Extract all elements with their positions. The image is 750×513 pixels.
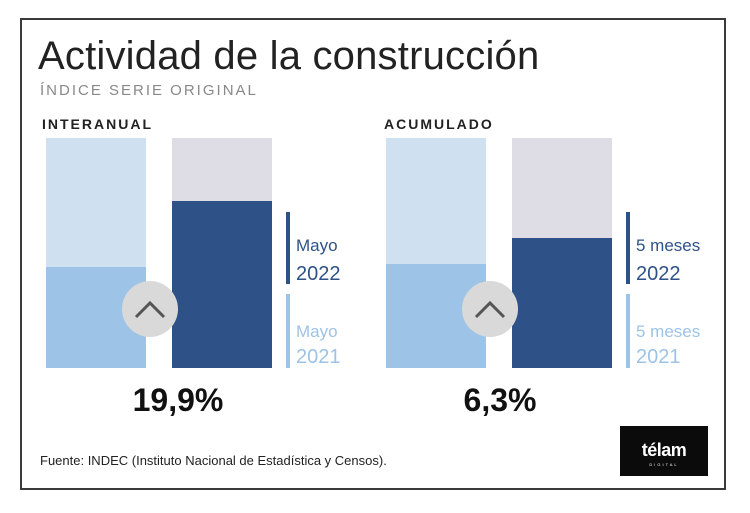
acumulado-legend-bar-0 [626,212,630,284]
acumulado-bar-1 [512,238,612,368]
interanual-chevron-circle [122,281,178,337]
logo-text: télam [641,440,687,460]
acumulado-legend-year-1: 2021 [636,346,681,368]
acumulado-legend-month-0: 5 meses [636,236,701,255]
interanual-legend-month-1: Mayo [296,322,338,341]
page-subtitle: ÍNDICE SERIE ORIGINAL [40,82,258,99]
interanual-legend-year-1: 2021 [296,346,341,368]
interanual-legend-bar-1 [286,294,290,368]
acumulado-change-value: 6,3% [463,382,537,418]
acumulado-label: ACUMULADO [384,116,494,132]
source-note: Fuente: INDEC (Instituto Nacional de Est… [40,453,387,468]
telam-logo: télam DIGITAL [620,426,708,476]
logo-subtext: DIGITAL [649,462,679,467]
infographic-card: Actividad de la construcción ÍNDICE SERI… [20,18,726,490]
chevron-up-icon [134,300,166,319]
interanual-legend-year-0: 2022 [296,263,341,285]
acumulado-legend-year-0: 2022 [636,263,681,285]
interanual-legend-bar-0 [286,212,290,284]
interanual-change-value: 19,9% [132,382,224,418]
acumulado-legend-month-1: 5 meses [636,322,701,341]
interanual-bar-1 [172,201,272,368]
chevron-up-icon [474,300,506,319]
acumulado-legend-bar-1 [626,294,630,368]
interanual-label: INTERANUAL [42,116,153,132]
interanual-legend-month-0: Mayo [296,236,338,255]
acumulado-chevron-circle [462,281,518,337]
page-title: Actividad de la construcción [38,34,540,78]
